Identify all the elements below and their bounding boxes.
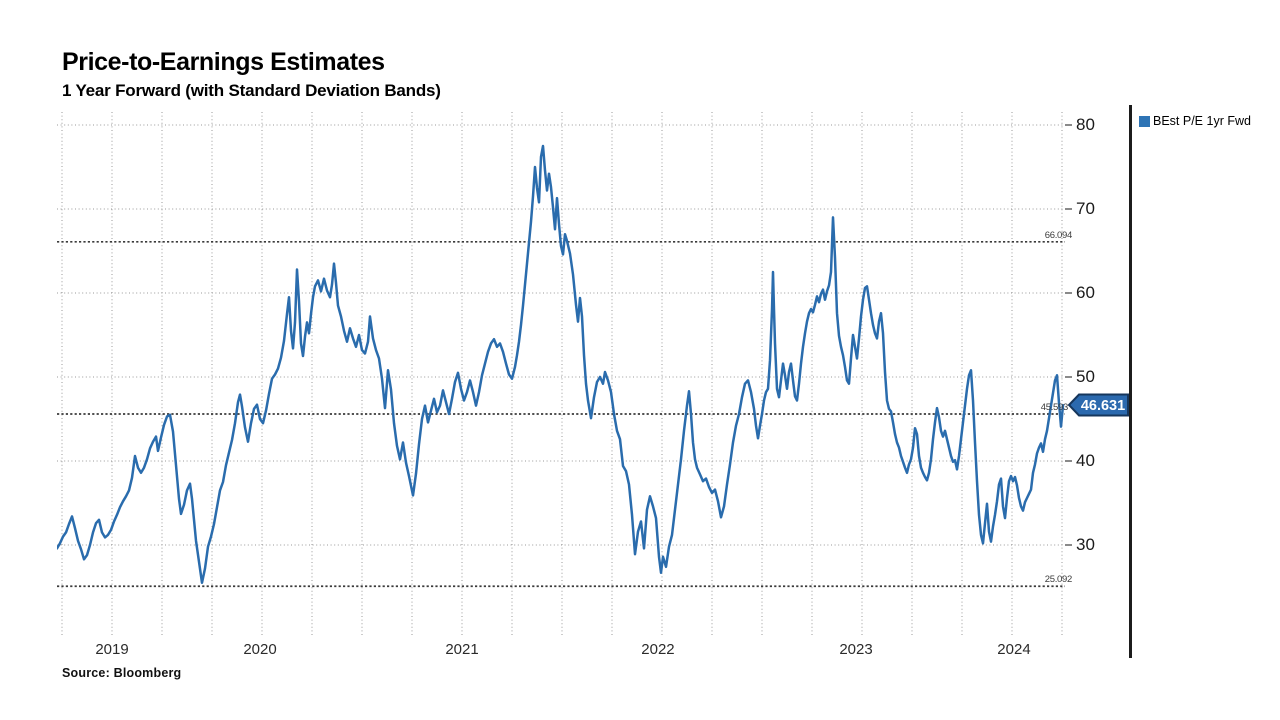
last-value-tag-flag [1068,393,1129,417]
y-axis-tick-mark [1065,208,1072,210]
axis-divider-line [1129,105,1132,658]
page-subtitle: 1 Year Forward (with Standard Deviation … [62,81,441,100]
last-value-tag: 46.631 [1068,393,1129,417]
y-axis-tick-mark [1065,544,1072,546]
y-axis-tick-label: 70 [1076,199,1095,218]
y-axis-tick-mark [1065,124,1072,126]
x-axis-year-label: 2022 [641,641,675,658]
last-value-tag-text: 46.631 [1081,398,1125,414]
band-value-label-lower-std-dev: 25.092 [1044,574,1073,586]
band-value-label-mean: 45.593 [1040,402,1069,414]
source-label: Source: Bloomberg [62,666,182,680]
legend[interactable]: BEst P/E 1yr Fwd [1139,114,1251,128]
y-axis-tick-label: 80 [1076,115,1095,134]
x-axis-year-label: 2020 [243,641,277,658]
plot-area[interactable] [57,112,1065,635]
legend-series-label: BEst P/E 1yr Fwd [1153,114,1251,128]
x-axis-year-label: 2021 [445,641,479,658]
pe-estimate-line-series [57,144,1065,585]
y-axis-tick-mark [1065,376,1072,378]
y-axis-tick-mark [1065,460,1072,462]
page-title: Price-to-Earnings Estimates [62,48,385,76]
y-axis-tick-label: 50 [1076,367,1095,386]
legend-series-swatch-icon [1139,115,1150,127]
y-axis-tick-label: 60 [1076,283,1095,302]
y-axis-tick-mark [1065,292,1072,294]
y-axis-tick-label: 30 [1076,535,1095,554]
x-axis-year-label: 2023 [839,641,873,658]
y-axis-tick-label: 40 [1076,451,1095,470]
x-axis-year-label: 2019 [95,641,129,658]
x-axis-year-label: 2024 [997,641,1031,658]
band-value-label-upper-std-dev: 66.094 [1044,229,1073,241]
